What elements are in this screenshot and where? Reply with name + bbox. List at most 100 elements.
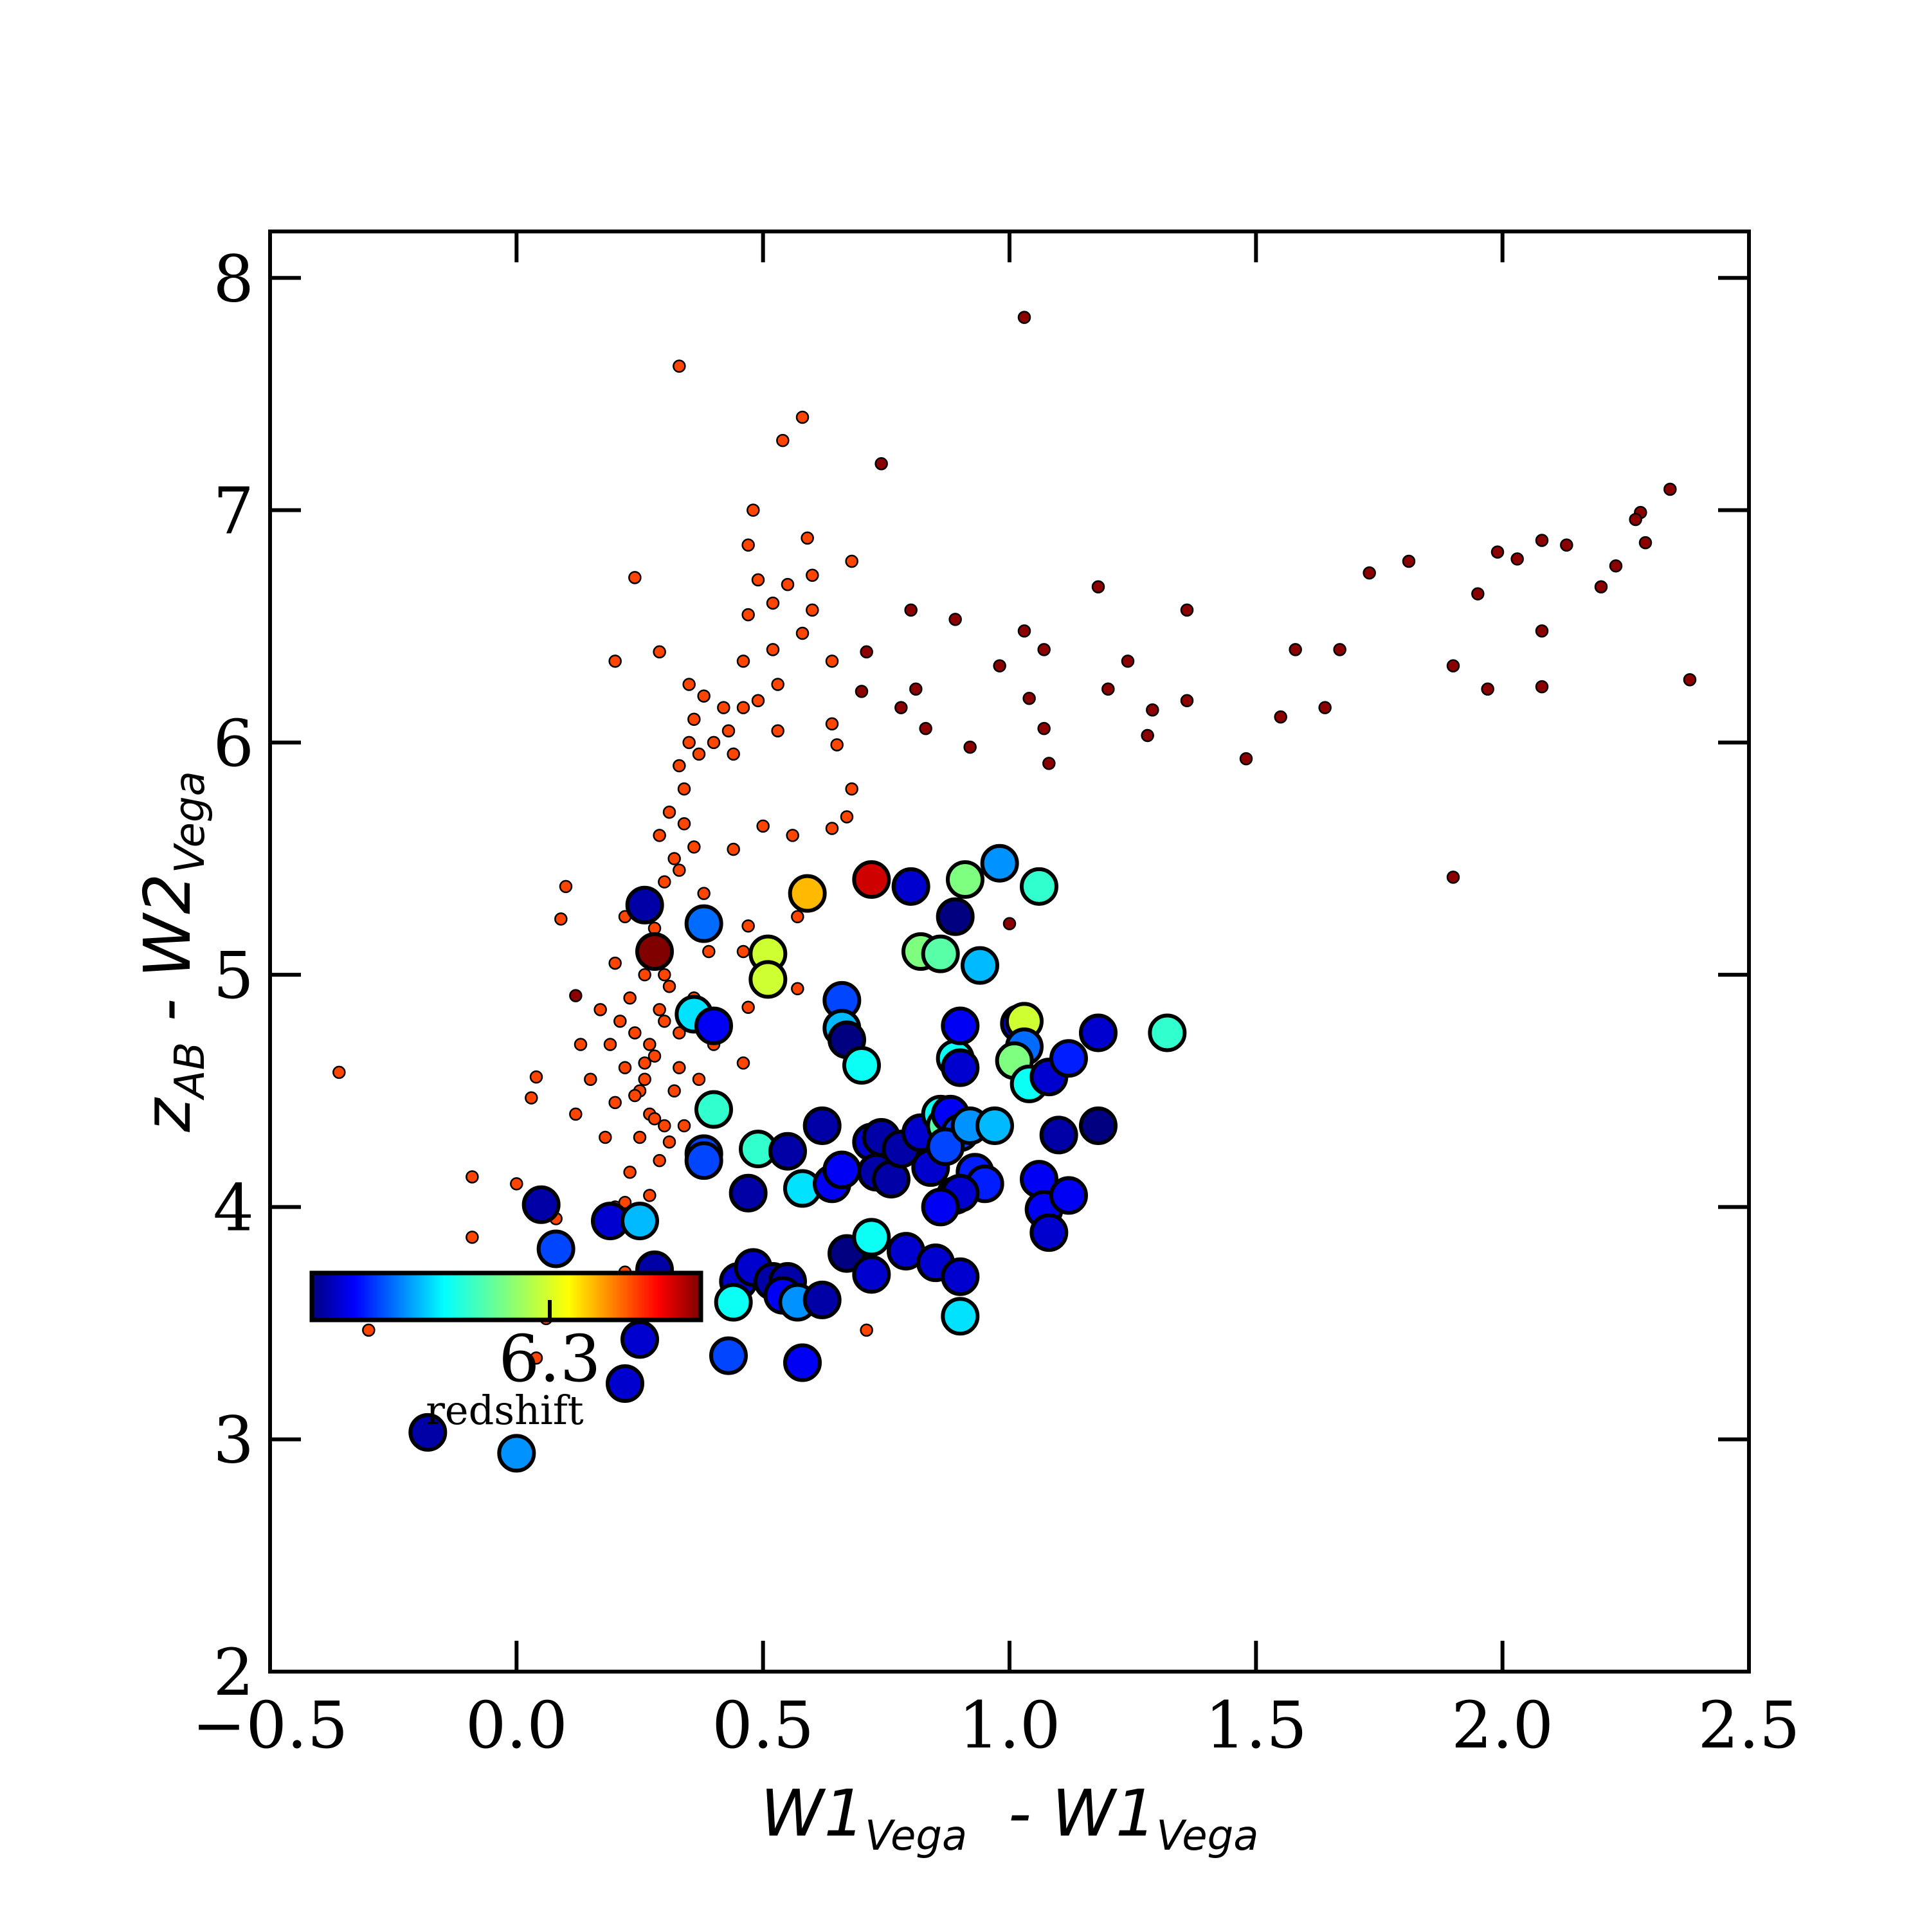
data-point-small (894, 701, 908, 714)
data-point-small (874, 457, 888, 471)
data-point-small (1002, 917, 1017, 930)
data-point-small (707, 736, 721, 750)
data-point-small (574, 1038, 588, 1051)
data-point-small (771, 724, 784, 738)
data-point-small (1022, 691, 1036, 705)
data-point-small (751, 694, 765, 708)
data-point-small (628, 571, 642, 584)
data-point-small (643, 1189, 657, 1202)
y-axis-label: zAB - W2Vega (130, 771, 214, 1133)
data-point-small (593, 1003, 607, 1016)
data-point-small (1683, 673, 1697, 687)
data-point-small (673, 1061, 686, 1074)
data-point-large (521, 1185, 561, 1224)
data-point-small (697, 887, 711, 900)
data-point-small (1471, 587, 1485, 600)
data-point-large (941, 1048, 980, 1087)
data-point-small (963, 740, 977, 754)
data-point-small (845, 782, 858, 796)
data-point-small (618, 1195, 632, 1209)
y-tick-label: 2 (213, 1635, 254, 1710)
data-point-small (599, 1130, 612, 1144)
data-point-small (648, 1049, 662, 1063)
data-point-small (638, 1056, 651, 1070)
data-point-small (1017, 624, 1031, 638)
data-point-small (692, 747, 706, 761)
data-point-small (948, 613, 962, 626)
data-point-large (941, 1006, 980, 1045)
data-point-small (840, 810, 854, 824)
data-point-small (466, 1170, 479, 1184)
data-point-small (1289, 643, 1302, 656)
data-point-small (1042, 757, 1056, 770)
data-point-large (941, 1297, 980, 1336)
data-point-small (1037, 643, 1051, 656)
data-point-small (1091, 580, 1105, 594)
data-point-small (677, 782, 691, 796)
data-point-small (1535, 680, 1549, 694)
data-point-small (741, 608, 755, 622)
colorbar-label: redshift (426, 1387, 584, 1434)
data-point-large (1049, 1176, 1088, 1215)
data-point-large (684, 1141, 723, 1180)
data-point-small (638, 968, 651, 982)
data-point-small (736, 655, 750, 668)
data-point-small (1180, 603, 1194, 617)
data-point-small (1402, 554, 1416, 568)
data-point-small (860, 645, 873, 659)
data-point-small (909, 682, 923, 696)
data-point-large (620, 1202, 659, 1241)
data-point-large (714, 1283, 753, 1322)
data-point-large (1148, 1013, 1187, 1052)
data-point-large (1029, 1213, 1069, 1252)
data-point-large (980, 844, 1019, 883)
data-point-small (618, 1061, 632, 1074)
large-points-layer (408, 844, 1187, 1473)
data-point-small (795, 410, 810, 424)
data-point-small (1535, 534, 1549, 547)
data-point-large (729, 1173, 768, 1213)
data-point-small (1446, 659, 1460, 673)
data-point-small (653, 1003, 666, 1016)
data-point-small (727, 842, 740, 856)
data-point-small (736, 944, 750, 959)
data-point-small (653, 1153, 666, 1168)
data-point-small (692, 1072, 706, 1086)
data-point-large (709, 1336, 748, 1375)
data-point-large (891, 867, 930, 906)
data-point-small (1121, 655, 1135, 668)
x-tick-label: 0.5 (712, 1688, 814, 1763)
y-tick-label: 4 (213, 1170, 254, 1245)
data-point-small (825, 717, 839, 731)
data-point-large (921, 1187, 960, 1227)
data-point-small (1446, 871, 1460, 884)
data-point-small (667, 1084, 681, 1098)
data-point-small (584, 1072, 597, 1086)
data-point-small (993, 659, 1006, 673)
x-tick-label: 2.5 (1698, 1688, 1800, 1763)
y-tick-label: 7 (213, 474, 254, 549)
data-point-small (623, 1165, 637, 1179)
data-point-small (673, 359, 686, 373)
data-point-small (736, 701, 750, 714)
data-point-small (653, 829, 666, 842)
data-point-small (1481, 682, 1494, 696)
x-tick-label: 2.0 (1451, 1688, 1553, 1763)
data-point-small (662, 805, 676, 819)
data-point-small (1180, 694, 1194, 708)
data-point-small (682, 678, 696, 691)
x-tick-label: 1.5 (1205, 1688, 1307, 1763)
data-point-small (747, 503, 760, 517)
data-point-large (1079, 1106, 1118, 1145)
y-tick-label: 8 (213, 241, 254, 316)
data-point-small (362, 1323, 376, 1337)
data-point-small (845, 554, 858, 568)
data-point-small (658, 1119, 671, 1133)
plot-frame (268, 230, 1751, 1674)
data-point-small (741, 1000, 755, 1014)
data-point-small (662, 1135, 676, 1149)
data-point-small (825, 822, 839, 835)
data-point-small (855, 685, 869, 698)
